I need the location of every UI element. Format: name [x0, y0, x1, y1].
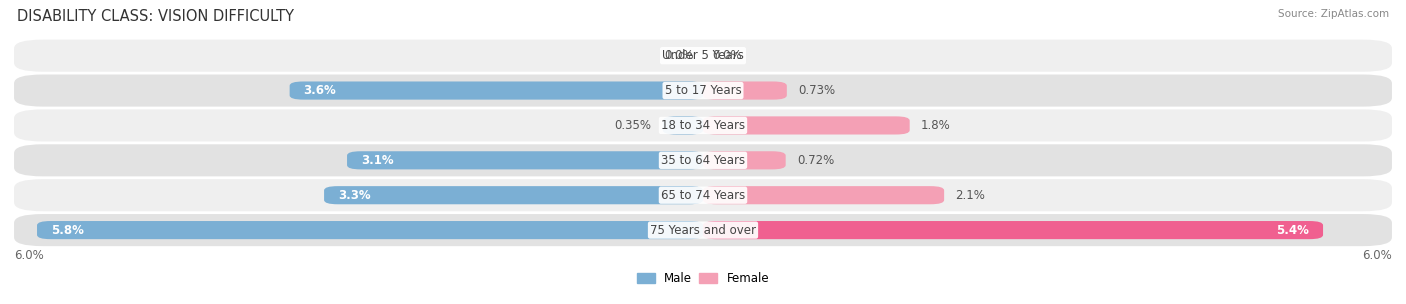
Text: 3.3%: 3.3% [337, 189, 371, 202]
FancyBboxPatch shape [347, 151, 703, 169]
FancyBboxPatch shape [325, 186, 703, 204]
Text: 1.8%: 1.8% [921, 119, 950, 132]
Text: 0.73%: 0.73% [799, 84, 835, 97]
Legend: Male, Female: Male, Female [633, 268, 773, 290]
Text: 35 to 64 Years: 35 to 64 Years [661, 154, 745, 167]
Text: 0.72%: 0.72% [797, 154, 834, 167]
Text: 0.35%: 0.35% [614, 119, 651, 132]
FancyBboxPatch shape [14, 179, 1392, 211]
FancyBboxPatch shape [290, 81, 703, 100]
Text: 6.0%: 6.0% [1362, 249, 1392, 262]
FancyBboxPatch shape [703, 221, 1323, 239]
FancyBboxPatch shape [14, 74, 1392, 107]
Text: 75 Years and over: 75 Years and over [650, 224, 756, 237]
FancyBboxPatch shape [662, 116, 703, 134]
Text: 2.1%: 2.1% [956, 189, 986, 202]
FancyBboxPatch shape [703, 81, 787, 100]
Text: 5 to 17 Years: 5 to 17 Years [665, 84, 741, 97]
FancyBboxPatch shape [14, 40, 1392, 72]
FancyBboxPatch shape [703, 116, 910, 134]
Text: 3.6%: 3.6% [304, 84, 336, 97]
FancyBboxPatch shape [14, 144, 1392, 176]
Text: 3.1%: 3.1% [361, 154, 394, 167]
Text: 5.8%: 5.8% [51, 224, 84, 237]
FancyBboxPatch shape [14, 214, 1392, 246]
Text: 18 to 34 Years: 18 to 34 Years [661, 119, 745, 132]
Text: 5.4%: 5.4% [1277, 224, 1309, 237]
FancyBboxPatch shape [703, 151, 786, 169]
Text: 0.0%: 0.0% [664, 49, 693, 62]
FancyBboxPatch shape [703, 186, 945, 204]
Text: DISABILITY CLASS: VISION DIFFICULTY: DISABILITY CLASS: VISION DIFFICULTY [17, 9, 294, 24]
Text: 6.0%: 6.0% [14, 249, 44, 262]
Text: 0.0%: 0.0% [713, 49, 742, 62]
FancyBboxPatch shape [37, 221, 703, 239]
Text: 65 to 74 Years: 65 to 74 Years [661, 189, 745, 202]
Text: Source: ZipAtlas.com: Source: ZipAtlas.com [1278, 9, 1389, 19]
FancyBboxPatch shape [14, 109, 1392, 141]
Text: Under 5 Years: Under 5 Years [662, 49, 744, 62]
